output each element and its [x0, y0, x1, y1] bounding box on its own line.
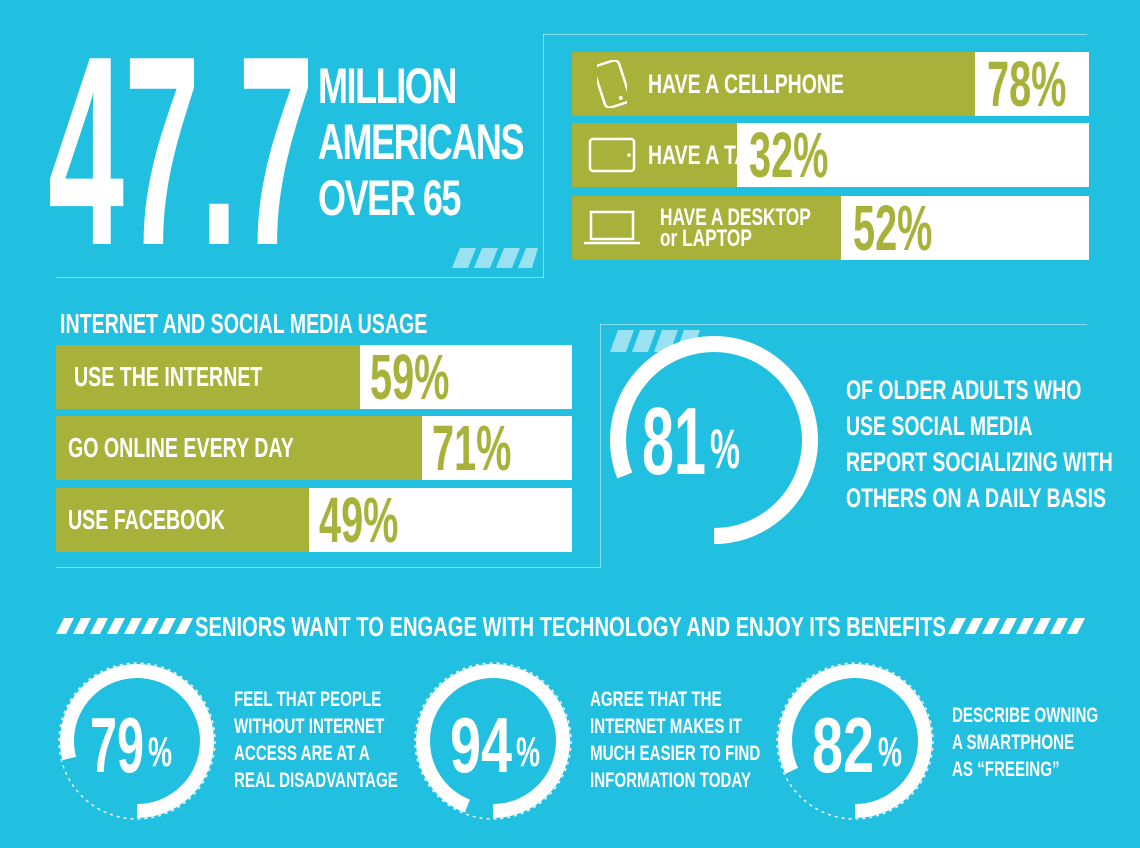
benefit-2-line-1: AGREE THAT THE [590, 688, 722, 711]
social-ring-number: 81 [642, 388, 706, 495]
social-stat-line-2: USE SOCIAL MEDIA [846, 411, 1033, 441]
internet-pct-use-internet: 59% [370, 341, 450, 413]
benefit-ring-track [414, 662, 572, 820]
benefit-1-line-2: WITHOUT INTERNET [234, 715, 385, 738]
stripe-mark [56, 618, 74, 634]
social-stat-line-1: OF OLDER ADULTS WHO [846, 375, 1082, 405]
stripe-mark [948, 618, 966, 634]
benefit-caption-1: FEEL THAT PEOPLE WITHOUT INTERNET ACCESS… [234, 686, 462, 794]
stripe-mark [73, 618, 91, 634]
internet-label-online-daily: GO ONLINE EVERY DAY [68, 432, 294, 463]
stripe-mark [965, 618, 983, 634]
hero-caption: MILLION AMERICANS OVER 65 [318, 58, 603, 226]
stripe-mark [1050, 618, 1068, 634]
device-bar-laptop: HAVE A DESKTOP or LAPTOP 52% [572, 192, 1089, 264]
benefit-ring-percent: % [878, 728, 902, 775]
stripe-mark [107, 618, 125, 634]
benefit-1-line-3: ACCESS ARE AT A [234, 742, 370, 765]
device-label-laptop-line1: HAVE A DESKTOP [660, 204, 811, 231]
benefit-ring-3: 82 % [776, 662, 934, 820]
social-stat-caption: OF OLDER ADULTS WHO USE SOCIAL MEDIA REP… [846, 372, 1140, 516]
cellphone-icon [586, 52, 638, 116]
device-bar-cellphone: HAVE A CELLPHONE 78% [572, 48, 1089, 120]
stripe-mark [1033, 618, 1051, 634]
laptop-icon [582, 196, 642, 260]
stripe-mark [1067, 618, 1085, 634]
hero-line-2: AMERICANS [318, 114, 524, 170]
benefit-3-line-2: A SMARTPHONE [952, 731, 1075, 754]
social-ring-percent: % [710, 417, 740, 480]
benefit-3-line-1: DESCRIBE OWNING [952, 704, 1099, 727]
social-frame-left [600, 324, 601, 568]
social-ring-arc [610, 336, 818, 544]
internet-bar-fill [56, 416, 423, 480]
device-label-cellphone: HAVE A CELLPHONE [648, 69, 844, 99]
benefit-ring-percent: % [148, 728, 172, 775]
stripe-mark [124, 618, 142, 634]
hero-frame-bottom [56, 277, 544, 278]
benefit-ring-number: 82 [812, 701, 874, 789]
benefit-ring-arc [60, 664, 214, 818]
hero-frame-right [543, 34, 544, 278]
internet-pct-online-daily: 71% [432, 412, 512, 484]
benefit-2-line-3: MUCH EASIER TO FIND [590, 742, 761, 765]
stripe-mark [90, 618, 108, 634]
social-stat-line-3: REPORT SOCIALIZING WITH [846, 447, 1113, 477]
internet-label-facebook: USE FACEBOOK [68, 504, 225, 535]
device-pct-tablet: 32% [749, 119, 829, 191]
benefit-ring-track [776, 662, 934, 820]
stripe-mark [175, 618, 193, 634]
benefit-3-line-3: AS “FREEING” [952, 758, 1060, 781]
device-pct-cellphone: 78% [987, 48, 1067, 120]
internet-bar-use-internet: USE THE INTERNET 59% [56, 341, 572, 413]
internet-bar-fill [56, 345, 361, 409]
social-frame-top [600, 324, 1087, 325]
hero-number: 47.7 [48, 20, 314, 270]
device-label-laptop-line2: or LAPTOP [660, 225, 752, 252]
internet-label-use-internet: USE THE INTERNET [74, 361, 263, 392]
benefit-1-line-1: FEEL THAT PEOPLE [234, 688, 382, 711]
internet-bar-fill [56, 488, 309, 552]
device-bar-fill [572, 123, 738, 187]
benefit-2-line-2: INTERNET MAKES IT [590, 715, 743, 738]
tablet-icon [586, 123, 638, 187]
benefit-ring-1: 79 % [58, 662, 216, 820]
device-bar-tablet: HAVE A TABLET 32% [572, 119, 1089, 191]
benefit-2-line-4: INFORMATION TODAY [590, 769, 752, 792]
social-stat-line-4: OTHERS ON A DAILY BASIS [846, 483, 1106, 513]
device-frame-top [543, 34, 1087, 35]
benefit-ring-arc [416, 664, 570, 818]
device-bar-fill [572, 196, 841, 260]
benefit-ring-percent: % [516, 728, 540, 775]
social-ring: 81 % [610, 336, 818, 544]
hero-number-text: 47.7 [48, 20, 314, 270]
internet-bar-online-daily: GO ONLINE EVERY DAY 71% [56, 412, 572, 484]
internet-pct-facebook: 49% [318, 484, 399, 556]
stripe-mark [141, 618, 159, 634]
device-pct-laptop: 52% [852, 192, 933, 264]
benefit-ring-number: 94 [450, 701, 512, 789]
internet-frame-bottom [56, 567, 600, 568]
benefit-ring-2: 94 % [414, 662, 572, 820]
stripe-mark [1016, 618, 1034, 634]
device-label-tablet: HAVE A TABLET [648, 140, 800, 170]
hero-line-3: OVER 65 [318, 170, 461, 226]
internet-section-title: INTERNET AND SOCIAL MEDIA USAGE [60, 308, 428, 339]
hero-line-1: MILLION [318, 58, 457, 114]
benefits-heading: SENIORS WANT TO ENGAGE WITH TECHNOLOGY A… [194, 611, 946, 642]
stripe-mark [158, 618, 176, 634]
benefit-caption-3: DESCRIBE OWNING A SMARTPHONE AS “FREEING… [952, 702, 1140, 783]
hero-stripes [452, 248, 538, 268]
device-bar-fill [572, 52, 976, 116]
benefit-ring-arc [778, 664, 932, 818]
benefit-1-line-4: REAL DISADVANTAGE [234, 769, 398, 792]
benefit-ring-track [58, 662, 216, 820]
benefit-ring-number: 79 [90, 701, 144, 789]
benefit-caption-2: AGREE THAT THE INTERNET MAKES IT MUCH EA… [590, 686, 826, 794]
benefits-banner-stripes [56, 618, 1085, 634]
stripe-mark [982, 618, 1000, 634]
internet-bar-facebook: USE FACEBOOK 49% [56, 484, 572, 556]
stripe-mark [999, 618, 1017, 634]
